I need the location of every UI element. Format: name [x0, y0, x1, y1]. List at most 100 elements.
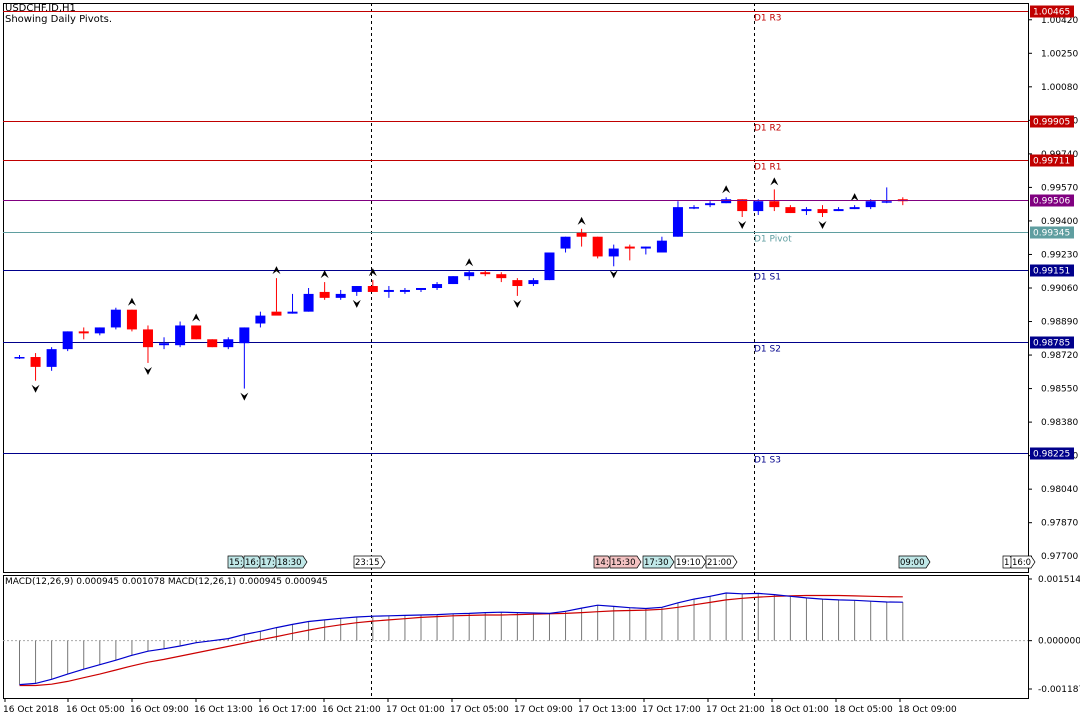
fractal-down-arrow: [240, 392, 249, 401]
time-axis-label: 17 Oct 13:00: [578, 705, 637, 715]
price-axis-label: 0.98040: [1041, 485, 1078, 495]
pivot-price-tag: [1030, 115, 1074, 128]
bid-price-tag-text: 0.99506: [1033, 197, 1070, 207]
pivot-price-tag: [1030, 226, 1074, 239]
time-axis-label: 17 Oct 01:00: [386, 705, 445, 715]
price-axis-label: 0.98890: [1041, 318, 1078, 328]
candle-bull: [881, 201, 892, 203]
session-time-tag-text: 18:30: [277, 558, 302, 568]
candle-bear: [512, 280, 523, 287]
macd-axis-label: 0.000000: [1038, 637, 1080, 647]
candle-bear: [78, 331, 89, 334]
candle-bear: [576, 232, 587, 237]
pivot-price-tag: [1030, 336, 1074, 349]
candle-bull: [865, 201, 876, 208]
time-axis-label: 17 Oct 17:00: [642, 705, 701, 715]
pivot-price-tag-text: 1.00465: [1033, 8, 1070, 18]
candle-bull: [608, 248, 619, 257]
indicator-note: Showing Daily Pivots.: [5, 14, 113, 25]
pivot-price-tag: [1030, 154, 1074, 167]
candle-bull: [335, 293, 346, 298]
pivot-price-tag-text: 0.98785: [1033, 339, 1070, 349]
time-axis-label: 18 Oct 05:00: [834, 705, 893, 715]
price-axis-label: 1.00080: [1041, 83, 1078, 93]
price-axis-label: 1.00250: [1041, 49, 1078, 59]
macd-main-line: [19, 592, 903, 686]
time-axis-label: 18 Oct 01:00: [770, 705, 829, 715]
fractal-up-arrow: [368, 268, 377, 277]
candle-bear: [30, 357, 41, 367]
macd-signal-line: [19, 594, 903, 687]
fractal-down-arrow: [513, 299, 522, 308]
candle-bull: [287, 311, 298, 314]
session-time-tag-text: 23:15: [355, 558, 380, 568]
session-time-tag: [705, 555, 738, 569]
session-time-tag-text: 16:: [245, 558, 259, 568]
fractal-down-arrow: [738, 220, 747, 229]
candle-bull: [801, 209, 812, 212]
candle-bull: [753, 201, 764, 212]
price-axis-label: 0.99400: [1041, 217, 1078, 227]
bid-price-tag: [1030, 194, 1074, 207]
candle-bear: [737, 199, 748, 212]
macd-legend: MACD(12,26,9) 0.000945 0.001078 MACD(12,…: [5, 577, 328, 587]
candle-bear: [624, 246, 635, 249]
candle-bear: [142, 329, 153, 348]
candle-bear: [496, 274, 507, 279]
time-axis-label: 16 Oct 2018: [3, 705, 59, 715]
session-time-tag-text: 1: [1004, 558, 1009, 568]
fractal-down-arrow: [352, 299, 361, 308]
pivot-line-label: D1 R2: [754, 124, 782, 134]
candle-bear: [817, 209, 828, 214]
candle-bull: [448, 276, 459, 285]
pivot-price-tag: [1030, 5, 1074, 18]
candle-bear: [769, 201, 780, 208]
price-axis-label: 1.00420: [1041, 16, 1078, 26]
session-time-tag-text: 14:: [595, 558, 609, 568]
candle-bull: [432, 284, 443, 288]
candle-bear: [592, 236, 603, 257]
time-axis-label: 18 Oct 09:00: [898, 705, 957, 715]
candle-bull: [833, 209, 844, 212]
candle-bull: [239, 327, 250, 344]
symbol-title: USDCHF.ID,H1: [5, 3, 76, 14]
candle-bull: [849, 207, 860, 210]
main-chart-frame: [3, 3, 1029, 573]
pivot-price-tag: [1030, 447, 1074, 460]
candle-bear: [319, 291, 330, 298]
candle-bull: [544, 252, 555, 281]
session-time-tag-text: 17:: [261, 558, 275, 568]
price-axis-label: 0.98550: [1041, 385, 1078, 395]
session-time-tag-text: 21:00: [707, 558, 732, 568]
price-axis-label: 0.99230: [1041, 250, 1078, 260]
candle-bull: [399, 289, 410, 292]
session-time-tag-text: 09:00: [900, 558, 925, 568]
time-axis-label: 16 Oct 21:00: [322, 705, 381, 715]
fractal-up-arrow: [272, 266, 281, 275]
fractal-down-arrow: [818, 220, 827, 229]
candle-bull: [159, 343, 170, 346]
fractal-up-arrow: [465, 258, 474, 267]
candle-bull: [560, 236, 571, 249]
pivot-price-tag-text: 0.99345: [1033, 229, 1070, 239]
pivot-line-label: D1 S3: [754, 456, 781, 466]
price-axis-label: 0.98380: [1041, 418, 1078, 428]
pivot-price-tag-text: 0.99905: [1033, 118, 1070, 128]
time-axis-label: 17 Oct 05:00: [450, 705, 509, 715]
candle-bear: [207, 339, 218, 348]
candle-bull: [94, 327, 105, 334]
candle-bear: [367, 286, 378, 292]
price-axis-label: 0.99060: [1041, 284, 1078, 294]
price-axis-label: 0.98720: [1041, 351, 1078, 361]
pivot-line-label: D1 S2: [754, 345, 781, 355]
time-axis-label: 17 Oct 09:00: [514, 705, 573, 715]
pivot-line-label: D1 R3: [754, 14, 782, 24]
candle-bull: [383, 289, 394, 292]
candle-bull: [721, 199, 732, 204]
fractal-up-arrow: [192, 313, 201, 322]
candle-bull: [528, 280, 539, 285]
candle-bear: [480, 272, 491, 275]
pivot-price-tag-text: 0.98225: [1033, 450, 1070, 460]
candle-bear: [191, 325, 202, 340]
